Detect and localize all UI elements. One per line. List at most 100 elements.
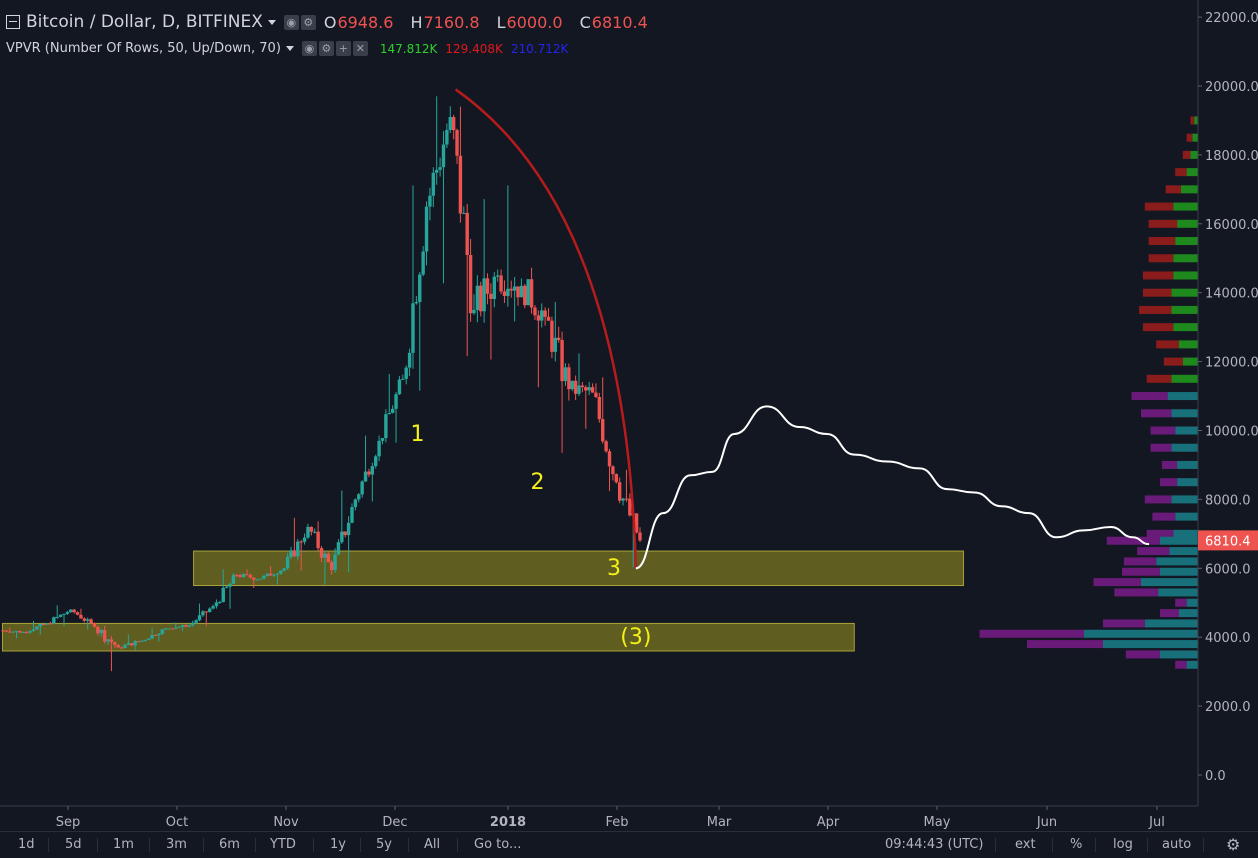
candle-body — [607, 451, 612, 467]
candle-body — [65, 612, 70, 614]
candle-body — [360, 481, 364, 495]
clock: 09:44:43 (UTC) — [885, 837, 984, 852]
volume-profile-up-bar — [1171, 305, 1198, 314]
eye-icon[interactable]: ◉ — [301, 41, 317, 56]
add-icon[interactable]: + — [335, 41, 351, 56]
volume-profile-up-bar — [1173, 254, 1198, 263]
auto-toggle[interactable]: auto — [1162, 837, 1192, 852]
ext-toggle[interactable]: ext — [1015, 837, 1036, 852]
close-icon[interactable]: ✕ — [352, 41, 368, 56]
timeframe-ytd[interactable]: YTD — [270, 837, 296, 852]
timeframe-5d[interactable]: 5d — [65, 837, 82, 852]
candle-body — [614, 474, 618, 483]
volume-profile-down-bar — [1160, 478, 1178, 487]
candle-body — [482, 278, 486, 312]
candle-body — [414, 301, 419, 304]
settings-icon[interactable]: ⚙ — [318, 41, 334, 56]
candle-body — [8, 631, 12, 633]
candle-body — [590, 387, 595, 393]
price-tick-label: 0.0 — [1205, 769, 1226, 784]
candle-body — [306, 526, 310, 538]
candle-body — [519, 285, 524, 298]
volume-profile-up-bar — [1194, 116, 1198, 125]
candle-body — [346, 522, 351, 536]
timeframe-3m[interactable]: 3m — [166, 837, 187, 852]
candle-body — [146, 638, 151, 640]
volume-profile-up-bar — [1173, 202, 1198, 211]
indicator-caret-icon[interactable] — [285, 46, 294, 51]
price-tick-label: 22000.0 — [1205, 11, 1258, 26]
candle-body — [638, 532, 642, 541]
timeframe-all[interactable]: All — [424, 837, 441, 852]
volume-profile-down-bar — [1114, 588, 1159, 597]
time-tick-label: 2018 — [490, 815, 526, 830]
candle-body — [231, 574, 236, 584]
candle-body — [143, 639, 148, 641]
volume-profile-down-bar — [1156, 340, 1179, 349]
volume-profile-down-bar — [1150, 443, 1172, 452]
candle-body — [435, 169, 439, 173]
candle-body — [204, 611, 208, 613]
candle-body — [272, 574, 276, 576]
price-chart[interactable]: 1 2 3 (3) 0.0 2000.0 4000.0 6000.0 8000.0 10000.0… — [0, 0, 1258, 831]
time-tick-label: Sep — [56, 815, 81, 830]
candle-body — [197, 615, 202, 621]
price-tick-label: 14000.0 — [1205, 287, 1258, 302]
volume-profile-up-bar — [1186, 660, 1198, 669]
candle-body — [245, 574, 249, 576]
time-tick-label: May — [924, 815, 951, 830]
candle-body — [401, 378, 405, 380]
volume-profile-down-bar — [1165, 185, 1181, 194]
volume-profile-up-bar — [1169, 547, 1198, 556]
volume-profile-down-bar — [1161, 460, 1178, 469]
candle-body — [512, 286, 517, 291]
timeframe-1d[interactable]: 1d — [18, 837, 35, 852]
timeframe-1m[interactable]: 1m — [113, 837, 134, 852]
candle-body — [31, 629, 36, 632]
eye-icon[interactable]: ◉ — [283, 14, 299, 30]
volume-profile-down-bar — [1175, 660, 1187, 669]
collapse-icon[interactable] — [6, 15, 20, 29]
gear-icon[interactable]: ⚙ — [1226, 835, 1241, 854]
timeframe-6m[interactable]: 6m — [219, 837, 240, 852]
candle-body — [299, 541, 303, 543]
volume-profile-up-bar — [1192, 133, 1198, 142]
candle-body — [116, 644, 120, 648]
symbol-title[interactable]: Bitcoin / Dollar, D, BITFINEX — [26, 12, 263, 32]
candle-body — [21, 632, 26, 634]
candle-body — [485, 278, 490, 294]
symbol-caret-icon[interactable] — [267, 19, 276, 25]
volume-profile-up-bar — [1177, 478, 1198, 487]
volume-profile-down-bar — [1175, 598, 1187, 607]
wave-label-1: 1 — [410, 422, 424, 447]
settings-icon[interactable]: ⚙ — [300, 14, 316, 30]
volume-profile-up-bar — [1160, 567, 1198, 576]
candle-body — [319, 548, 324, 558]
volume-profile-down-bar — [1152, 512, 1176, 521]
bottom-toolbar: 1d 5d 1m 3m 6m YTD 1y 5y All Go to... 09… — [0, 831, 1258, 858]
indicator-title[interactable]: VPVR (Number Of Rows, 50, Up/Down, 70) — [6, 41, 281, 56]
percent-toggle[interactable]: % — [1070, 837, 1083, 852]
candle-body — [407, 352, 412, 368]
candle-body — [235, 574, 239, 576]
volume-profile-up-bar — [1173, 529, 1198, 538]
volume-profile-down-bar — [1190, 116, 1195, 125]
candle-body — [448, 117, 452, 130]
time-tick-label: Apr — [817, 815, 840, 830]
volume-profile-up-bar — [1173, 323, 1198, 332]
candle-body — [153, 634, 158, 636]
log-toggle[interactable]: log — [1113, 837, 1133, 852]
volume-profile-down-bar — [1142, 271, 1174, 280]
time-tick-label: Oct — [166, 815, 188, 830]
candle-body — [597, 396, 602, 420]
timeframe-1y[interactable]: 1y — [330, 837, 346, 852]
candle-body — [262, 575, 266, 579]
volume-profile-up-bar — [1177, 219, 1198, 228]
candle-body — [468, 254, 473, 314]
candle-body — [587, 387, 591, 391]
volume-profile-down-bar — [1027, 640, 1103, 649]
candle-body — [536, 315, 541, 321]
timeframe-5y[interactable]: 5y — [376, 837, 392, 852]
goto-button[interactable]: Go to... — [474, 837, 522, 852]
volume-profile-up-bar — [1182, 357, 1198, 366]
